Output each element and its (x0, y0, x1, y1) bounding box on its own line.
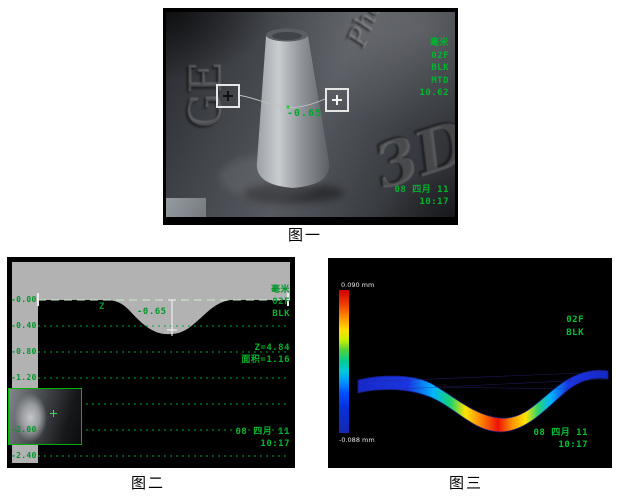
status-readout-block: 02F BLK (566, 314, 584, 340)
cone-body (256, 32, 330, 188)
mode-label: 02F (431, 50, 449, 61)
time-text: 10:17 (558, 440, 588, 450)
height-colorbar (339, 290, 349, 433)
z-value-readout: Z=4.84 (254, 343, 290, 353)
probe-label: BLK (272, 309, 290, 319)
axis-label: -0.40 (11, 321, 37, 330)
mode-label: 02F (566, 315, 584, 325)
probe-label: BLK (566, 328, 584, 338)
depth-measure-cursor (167, 299, 177, 336)
figure2-panel: -0.00 -0.40 -0.80 -1.20 -1.60 -2.00 -2.4… (7, 257, 295, 468)
figure3-panel: 0.090 mm -0.088 mm (328, 258, 612, 468)
time-text: 10:17 (419, 197, 449, 207)
figure3-caption: 图三 (448, 474, 483, 492)
measure-marker-left (216, 84, 240, 108)
profile-scan-line (237, 94, 326, 108)
datetime-block: 08 四月 11 10:17 (533, 427, 588, 451)
date-text: 08 四月 11 (235, 427, 290, 437)
axis-label: -2.40 (11, 451, 37, 460)
corner-inset-fragment (166, 198, 206, 217)
zero-line-left-handle (37, 293, 39, 306)
figure1-panel: GE Phase 3D (163, 8, 458, 225)
figure1-caption: 图一 (287, 226, 322, 244)
axis-label: -0.80 (11, 347, 37, 356)
zero-line-right-handle (287, 293, 289, 306)
axis-label: -1.20 (11, 373, 37, 382)
time-text: 10:17 (260, 439, 290, 449)
colorbar-min-label: -0.088 mm (339, 436, 375, 444)
measure-marker-right (325, 88, 349, 112)
cone-top-inner (272, 32, 302, 40)
axis-label: -2.00 (11, 425, 37, 434)
surface-ribbon (357, 369, 609, 433)
date-text: 08 四月 11 (394, 185, 449, 195)
depth-readout: -0.65 (287, 108, 323, 119)
wireframe-edges (357, 371, 609, 392)
unit-label: 毫米 (270, 285, 290, 295)
date-text: 08 四月 11 (533, 428, 588, 438)
profile-material-region (38, 262, 290, 335)
depth-readout: -0.65 (137, 307, 167, 317)
status-readout-block: 毫米 02F BLK MTD 10.62 (419, 37, 449, 100)
surface-3d-render (357, 369, 609, 433)
metal-surface-photo: GE Phase 3D (166, 12, 455, 217)
datetime-block: 08 四月 11 10:17 (394, 184, 449, 208)
camera-preview-inset (8, 388, 82, 445)
colorbar-max-label: 0.090 mm (341, 281, 375, 289)
probe-label: BLK (431, 63, 449, 73)
z-point-marker: Z (99, 302, 105, 312)
figure2-caption: 图二 (130, 474, 165, 492)
cone-and-profile-overlay (219, 28, 344, 203)
mtd-label: MTD (431, 75, 449, 86)
area-value-readout: 面积=1.16 (241, 355, 290, 365)
mtd-value: 10.62 (419, 88, 449, 98)
unit-label: 毫米 (429, 38, 449, 48)
mode-label: 02F (272, 297, 290, 307)
profile-low-point-dot (286, 105, 290, 109)
axis-label: -0.00 (11, 295, 37, 304)
